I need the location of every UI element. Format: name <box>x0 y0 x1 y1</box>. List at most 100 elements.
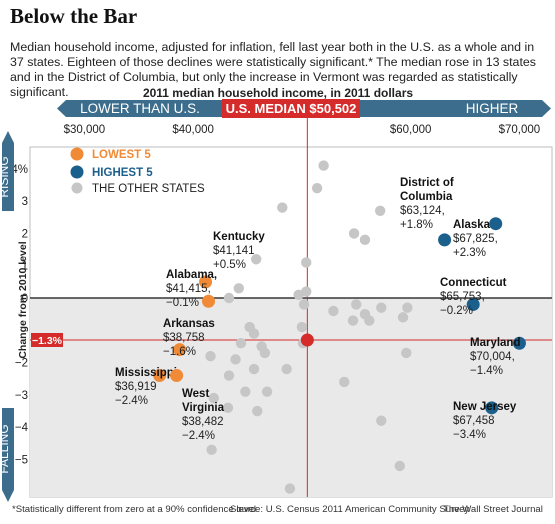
data-point-other <box>339 376 350 388</box>
legend-marker-highest <box>70 165 84 179</box>
data-point-other <box>301 257 312 268</box>
data-point-other <box>298 299 310 310</box>
point-change-label: +0.5% <box>213 259 246 271</box>
data-point-highest <box>512 336 526 350</box>
rising-bar <box>2 143 14 211</box>
point-name-label: West <box>182 388 209 400</box>
chart-subtitle: Median household income, adjusted for in… <box>10 40 536 99</box>
rising-label: RISING <box>0 156 11 197</box>
data-point-other <box>233 283 244 294</box>
data-point-lowest <box>199 275 213 289</box>
data-point-other <box>230 354 241 365</box>
y-tick-label: −5 <box>15 455 28 467</box>
chart-axis-title: 2011 median household income, in 2011 do… <box>143 86 413 100</box>
point-change-label: −0.2% <box>440 305 473 317</box>
data-point-other <box>318 160 329 171</box>
point-change-label: −2.4% <box>115 395 148 407</box>
data-point-other <box>364 315 375 326</box>
falling-bar <box>2 408 14 490</box>
data-point-other <box>394 460 405 472</box>
banner-left-arrow <box>57 100 66 117</box>
falling-arrow <box>2 490 14 502</box>
banner-left-label: LOWER THAN U.S. <box>80 101 200 116</box>
credit: The Wall Street Journal <box>443 504 543 515</box>
x-tick-label: $30,000 <box>64 124 106 136</box>
point-name-label: Maryland <box>470 337 521 349</box>
data-point-other <box>208 392 219 404</box>
banner-right-label: HIGHER <box>466 101 519 116</box>
point-name-label: Kentucky <box>213 231 265 243</box>
y-axis-title: Change from 2010 level <box>17 241 29 358</box>
data-point-other <box>296 321 308 333</box>
data-point-other <box>206 444 217 456</box>
rising-arrow <box>2 131 14 143</box>
data-point-other <box>261 386 273 397</box>
y-tick-label: 4% <box>11 164 28 176</box>
data-point-us-median <box>300 333 314 347</box>
data-point-other <box>248 328 260 339</box>
median-change-badge <box>31 332 63 347</box>
data-point-other <box>251 254 262 265</box>
point-value-label: $38,482 <box>182 416 224 428</box>
point-value-label: $70,004, <box>470 351 515 363</box>
y-tick-label: −4 <box>15 422 29 434</box>
data-point-other <box>397 312 409 323</box>
point-value-label: $67,825, <box>453 233 498 245</box>
negative-region <box>30 298 552 497</box>
point-value-label: $65,753, <box>440 291 485 303</box>
data-point-other <box>311 182 323 194</box>
data-point-other <box>252 405 263 417</box>
y-tick-label: −3 <box>15 390 28 402</box>
data-point-other <box>376 415 387 426</box>
point-name-label: Virginia <box>182 402 225 414</box>
data-point-highest <box>489 217 503 231</box>
y-tick-label: −2 <box>15 358 28 370</box>
data-point-other <box>351 299 362 310</box>
data-point-other <box>248 363 260 375</box>
point-name-label: Alaska <box>453 219 491 231</box>
data-point-other <box>348 228 360 239</box>
point-value-label: $63,124, <box>400 205 445 217</box>
median-change-label: −1.3% <box>32 335 63 347</box>
legend-marker-lowest <box>70 147 84 161</box>
point-change-label: −1.6% <box>163 346 196 358</box>
point-name-label: District of <box>400 177 454 189</box>
legend-label: THE OTHER STATES <box>92 183 205 195</box>
data-point-lowest <box>170 369 184 383</box>
data-point-other <box>376 302 387 313</box>
point-name-label: Alabama, <box>166 269 217 281</box>
data-point-other <box>222 402 234 414</box>
data-point-highest <box>485 401 499 415</box>
data-point-highest <box>466 297 480 311</box>
point-change-label: +2.3% <box>453 247 486 259</box>
point-name-label: Connecticut <box>440 277 507 289</box>
chart-title: Below the Bar <box>10 4 138 28</box>
point-change-label: −1.4% <box>470 365 503 377</box>
legend-label: LOWEST 5 <box>92 149 151 161</box>
data-point-highest <box>438 233 452 247</box>
source-note: Source: U.S. Census 2011 American Commun… <box>230 504 470 515</box>
point-change-label: −2.4% <box>182 430 215 442</box>
data-point-other <box>359 234 371 246</box>
banner-median-box <box>222 99 360 118</box>
y-tick-label: 1 <box>22 261 28 273</box>
point-name-label: New Jersey <box>453 401 517 413</box>
point-change-label: −3.4% <box>453 429 486 441</box>
data-point-other <box>402 302 413 313</box>
x-tick-label: $40,000 <box>172 124 214 136</box>
data-point-other <box>374 205 386 216</box>
data-point-other <box>281 363 292 375</box>
x-tick-label: $70,000 <box>499 124 541 136</box>
point-value-label: $67,458 <box>453 415 495 427</box>
banner-median-label: U.S. MEDIAN $50,502 <box>226 101 357 116</box>
point-change-label: −0.1% <box>166 297 199 309</box>
data-point-lowest <box>173 343 187 357</box>
point-name-label: Columbia <box>400 191 453 203</box>
legend-marker-other <box>71 182 83 194</box>
data-point-other <box>277 202 288 213</box>
x-tick-label: $60,000 <box>390 124 432 136</box>
point-name-label: Arkansas <box>163 318 215 330</box>
banner-right-arrow <box>542 100 551 117</box>
